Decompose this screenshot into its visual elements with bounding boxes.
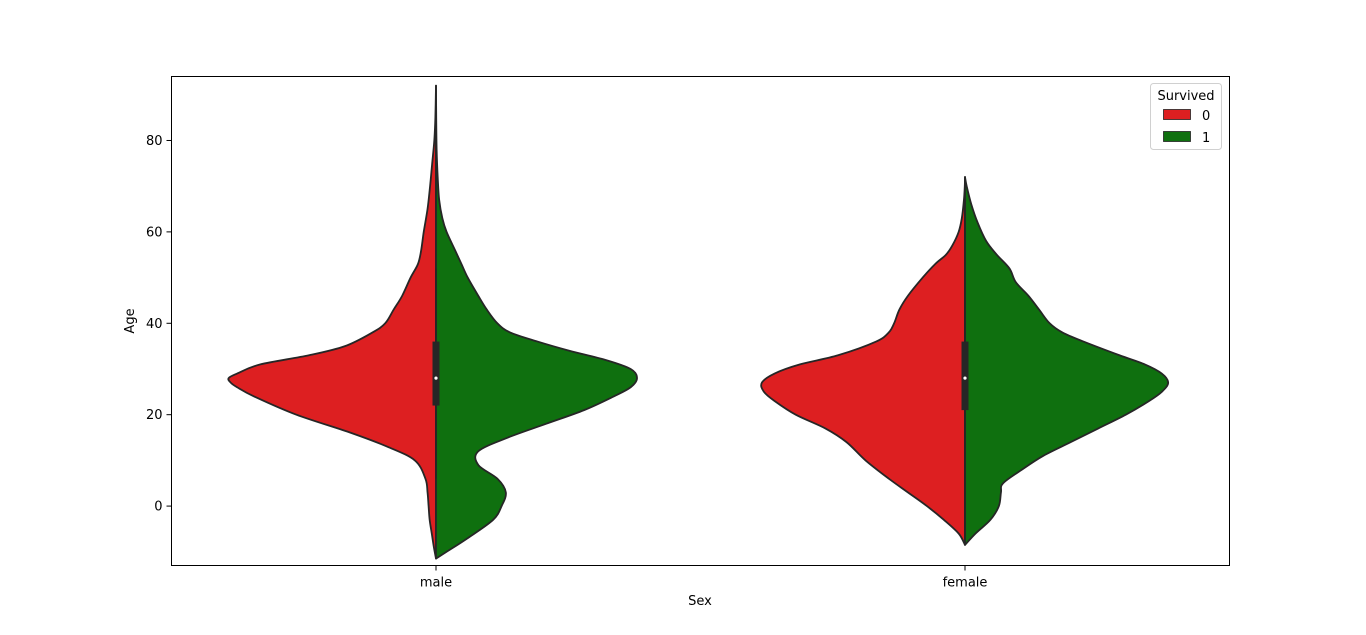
y-tick-label: 0 — [154, 500, 162, 515]
violin-layer — [227, 84, 1170, 560]
legend-swatch-1 — [1163, 131, 1191, 142]
y-tick-label: 20 — [146, 408, 163, 423]
y-axis-title: Age — [123, 308, 138, 333]
y-axis: 0 20 40 60 80 — [146, 134, 172, 515]
y-tick-label: 40 — [146, 317, 163, 332]
iqr-box-male — [432, 341, 440, 406]
legend-swatch-0 — [1163, 109, 1191, 120]
violin-female-survived-0 — [760, 176, 966, 546]
violin-male-survived-1 — [435, 84, 638, 560]
box-layer — [432, 199, 969, 543]
legend-label-0: 0 — [1202, 109, 1210, 124]
median-marker-male — [434, 376, 438, 380]
y-tick-label: 80 — [146, 134, 163, 149]
x-tick-label-female: female — [943, 576, 988, 591]
iqr-box-female — [961, 341, 969, 411]
x-axis-title: Sex — [688, 594, 712, 609]
legend: Survived 0 1 — [1150, 83, 1222, 150]
plot-frame — [171, 76, 1230, 566]
median-marker-female — [963, 376, 967, 380]
y-tick-label: 60 — [146, 225, 163, 240]
violin-female-survived-1 — [964, 176, 1170, 546]
legend-label-1: 1 — [1202, 131, 1210, 146]
x-tick-label-male: male — [420, 576, 452, 591]
legend-title: Survived — [1157, 89, 1214, 104]
violin-male-survived-0 — [227, 84, 437, 560]
x-axis: male female — [420, 565, 988, 591]
